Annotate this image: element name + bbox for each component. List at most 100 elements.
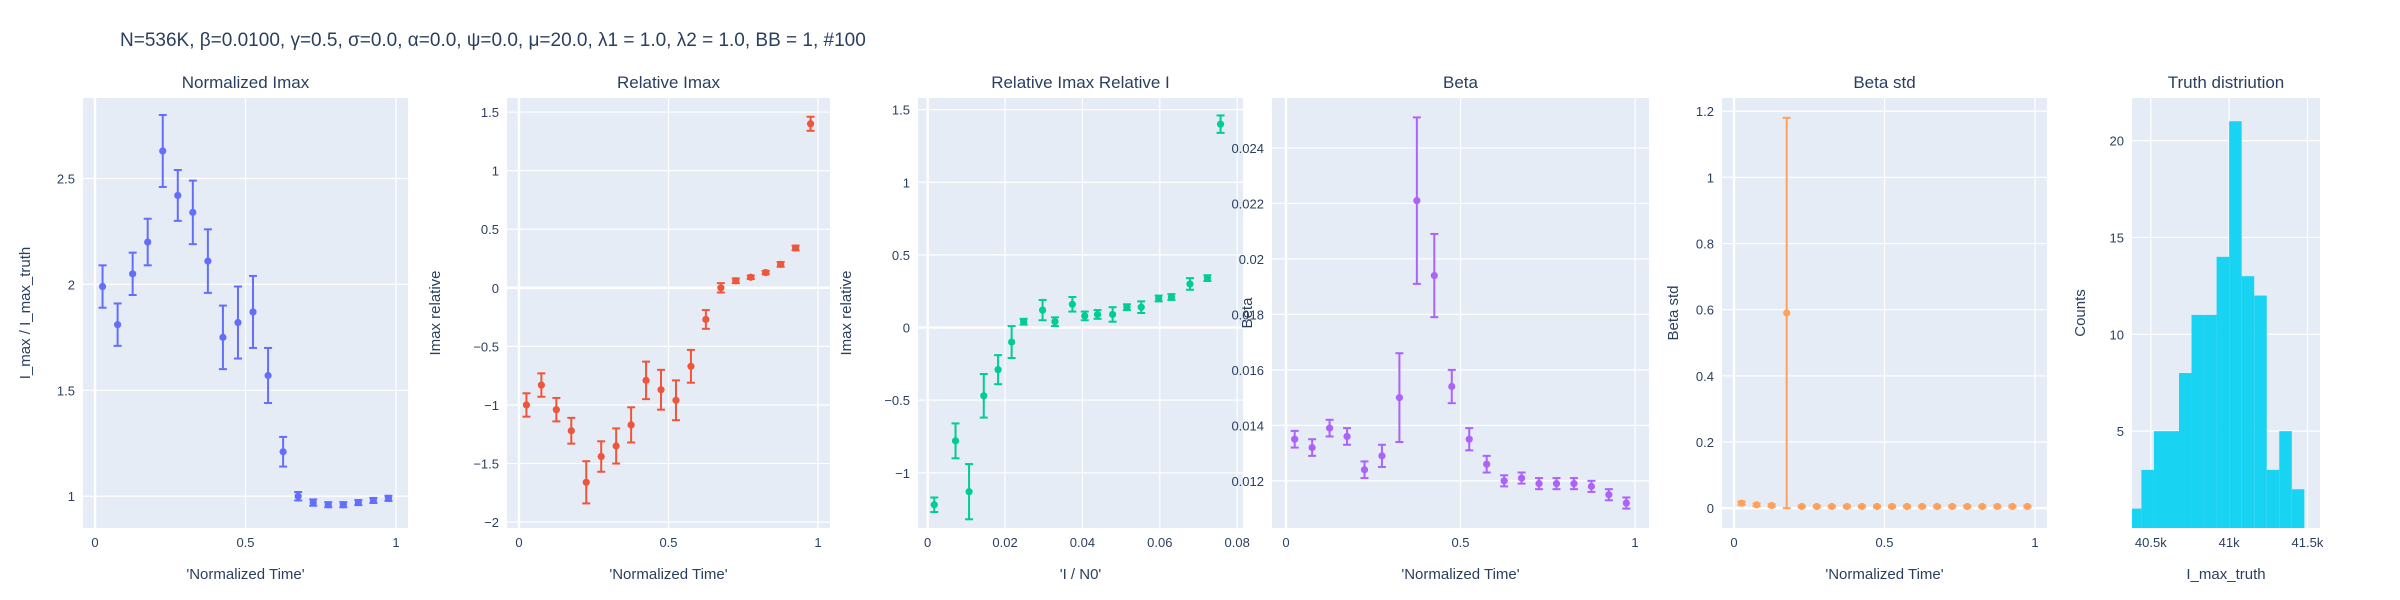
histogram-bar: [2279, 431, 2292, 528]
y-tick-label: 2: [68, 277, 75, 292]
data-point: [687, 362, 695, 370]
y-tick-label: 1.5: [481, 105, 499, 120]
data-point: [1038, 306, 1047, 314]
y-tick-label: 2.5: [57, 171, 75, 186]
chart-panel-3: −1 −0.5 0 0.5 1 1.5 0 0.02 0.04 0.06 0.08 Relative …: [838, 73, 1250, 583]
data-point: [1137, 303, 1145, 311]
x-tick-label: 0.5: [236, 535, 254, 550]
data-point: [1395, 394, 1404, 402]
data-point: [1753, 501, 1761, 509]
data-point: [234, 318, 242, 327]
y-tick-label: 1.2: [1696, 104, 1714, 119]
data-point: [1008, 338, 1016, 346]
x-axis-title: 'I / N0': [1060, 566, 1102, 583]
subplot-title: Truth distriution: [2168, 73, 2285, 92]
data-point: [1517, 474, 1526, 482]
x-tick-label: 0.08: [1225, 535, 1250, 550]
data-point: [582, 478, 590, 486]
data-point: [597, 452, 605, 461]
chart-panel-4: 0.012 0.014 0.016 0.018 0.02 0.022 0.024 0 0.5 1 B…: [1231, 73, 1649, 583]
x-tick-label: 0: [924, 535, 931, 550]
subplot-title: Relative Imax Relative I: [991, 73, 1170, 92]
y-tick-label: 0: [903, 321, 910, 336]
y-tick-label: 1: [492, 164, 499, 179]
data-point: [1308, 443, 1316, 452]
x-tick-label: 1: [2031, 535, 2038, 550]
y-tick-label: 0.02: [1239, 252, 1264, 267]
data-point: [522, 401, 531, 409]
subplot-title: Normalized Imax: [182, 73, 310, 92]
y-tick-label: 1: [903, 175, 910, 190]
chart-panel-1: 1 1.5 2 2.5 0 0.5 1 Normalized Imax 'Normalized …: [17, 73, 408, 583]
x-tick-label: 0: [1282, 535, 1289, 550]
data-point: [1888, 502, 1896, 511]
y-tick-label: 0.8: [1696, 237, 1714, 252]
y-tick-label: 0.014: [1231, 418, 1264, 433]
data-point: [1737, 499, 1746, 507]
plot-area: [918, 98, 1243, 528]
x-tick-label: 0.02: [992, 535, 1017, 550]
data-point: [1081, 312, 1089, 320]
data-point: [1978, 502, 1986, 511]
data-point: [1483, 460, 1491, 468]
data-point: [702, 315, 710, 324]
y-tick-label: 0.012: [1231, 474, 1264, 489]
data-point: [1203, 274, 1212, 282]
data-point: [384, 494, 393, 502]
y-axis-title: Counts: [2072, 289, 2089, 337]
data-point: [1465, 435, 1473, 443]
y-tick-label: −0.5: [473, 339, 499, 354]
data-point: [1858, 502, 1866, 511]
data-point: [294, 492, 302, 500]
x-tick-label: 0.5: [1451, 535, 1469, 550]
histogram-bar: [2241, 276, 2255, 528]
data-point: [1378, 452, 1386, 460]
y-tick-label: −0.5: [884, 393, 910, 408]
data-point: [567, 427, 575, 435]
y-axis-title: I_max / I_max_truth: [17, 247, 34, 380]
y-tick-label: −2: [484, 515, 499, 530]
data-point: [642, 376, 650, 384]
figure-title: N=536K, β=0.0100, γ=0.5, σ=0.0, α=0.0, ψ…: [120, 30, 866, 51]
y-tick-label: 15: [2110, 230, 2124, 245]
y-tick-label: −1.5: [473, 457, 499, 472]
data-point: [965, 488, 973, 496]
x-axis-title: 'Normalized Time': [609, 566, 727, 583]
chart-panel-5: 0 0.2 0.4 0.6 0.8 1 1.2 0 0.5 1 Beta std 'Normalize…: [1665, 73, 2047, 583]
data-point: [1020, 318, 1028, 326]
x-axis-title: 'Normalized Time': [1401, 566, 1519, 583]
histogram-bar: [2229, 121, 2242, 529]
y-tick-label: 1: [68, 489, 75, 504]
x-tick-label: 0.5: [1875, 535, 1893, 550]
x-tick-label: 0.5: [659, 535, 677, 550]
data-point: [552, 406, 560, 414]
data-point: [1843, 502, 1851, 511]
data-point: [732, 277, 740, 285]
y-tick-label: 10: [2110, 327, 2124, 342]
data-point: [657, 386, 665, 394]
x-tick-label: 0.04: [1070, 535, 1095, 550]
data-point: [1325, 424, 1334, 432]
x-tick-label: 41.5k: [2292, 535, 2324, 550]
y-axis-title: Beta std: [1665, 285, 1682, 340]
data-point: [612, 442, 620, 450]
data-point: [204, 257, 212, 265]
data-point: [249, 308, 257, 316]
histogram-bar: [2291, 489, 2305, 528]
x-tick-label: 0.06: [1147, 535, 1172, 550]
data-point: [994, 366, 1002, 374]
y-tick-label: 1.5: [57, 383, 75, 398]
data-point: [1360, 466, 1369, 474]
data-point: [1933, 502, 1941, 511]
y-tick-label: 0.018: [1231, 307, 1264, 322]
y-tick-label: 0.2: [1696, 435, 1714, 450]
x-axis-title: 'Normalized Time': [1825, 566, 1943, 583]
y-tick-label: 0.016: [1231, 363, 1264, 378]
data-point: [1413, 197, 1421, 205]
histogram-bar: [2141, 469, 2154, 528]
data-point: [1918, 502, 1926, 511]
y-tick-label: −1: [895, 466, 910, 481]
data-point: [792, 244, 800, 252]
